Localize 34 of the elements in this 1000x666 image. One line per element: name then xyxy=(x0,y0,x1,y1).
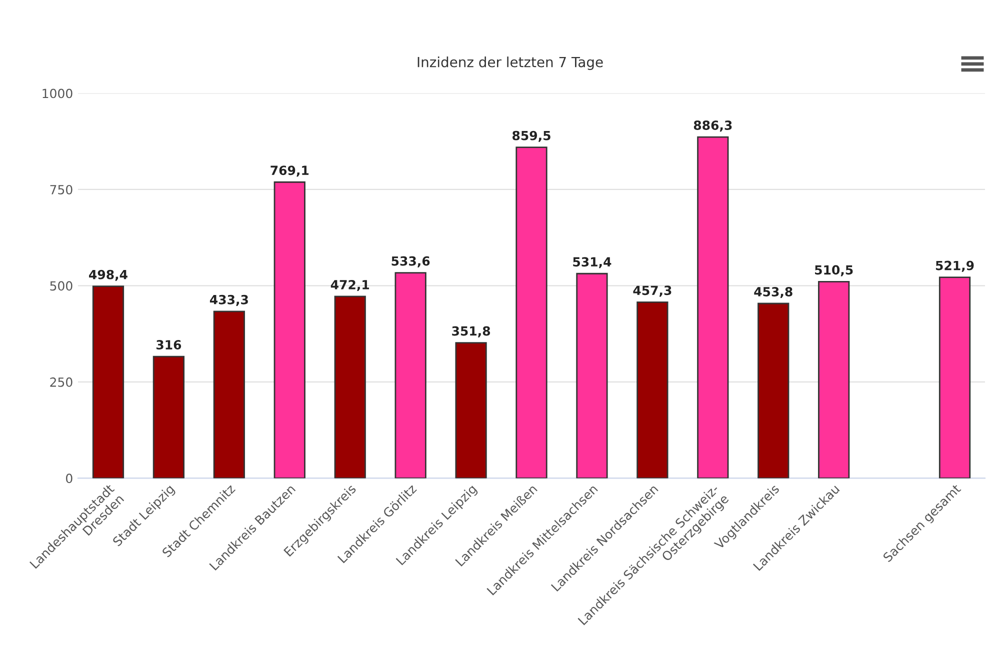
bar xyxy=(394,272,426,478)
data-label: 453,8 xyxy=(754,287,792,298)
bar xyxy=(697,136,729,478)
data-label: 886,3 xyxy=(694,120,732,132)
y-tick-label: 500 xyxy=(50,281,72,291)
bar xyxy=(576,272,608,478)
data-label: 472,1 xyxy=(330,280,370,292)
bar xyxy=(938,276,971,478)
data-label: 521,9 xyxy=(936,260,974,272)
y-tick-label: 0 xyxy=(66,474,72,484)
bar xyxy=(152,356,185,478)
bar xyxy=(455,342,487,478)
data-label: 498,4 xyxy=(89,270,128,281)
data-label: 351,8 xyxy=(452,326,490,338)
bar xyxy=(818,280,850,478)
data-label: 510,5 xyxy=(815,265,853,276)
y-tick-label: 750 xyxy=(50,184,72,194)
y-tick-label: 1000 xyxy=(42,88,72,98)
data-label: 533,6 xyxy=(392,256,430,268)
data-label: 769,1 xyxy=(270,166,309,177)
data-label: 316 xyxy=(156,340,182,350)
bar xyxy=(516,146,548,478)
data-label: 457,3 xyxy=(633,286,672,297)
chart-title: Inzidenz der letzten 7 Tage xyxy=(418,56,603,70)
data-label: 859,5 xyxy=(512,130,550,142)
bar xyxy=(758,302,790,478)
bar xyxy=(274,181,306,478)
bar xyxy=(636,301,668,478)
bar xyxy=(213,310,245,478)
bar xyxy=(334,296,366,478)
bar xyxy=(92,286,124,478)
y-tick-label: 250 xyxy=(50,377,72,387)
data-label: 433,3 xyxy=(210,294,248,306)
data-label: 531,4 xyxy=(573,257,612,268)
